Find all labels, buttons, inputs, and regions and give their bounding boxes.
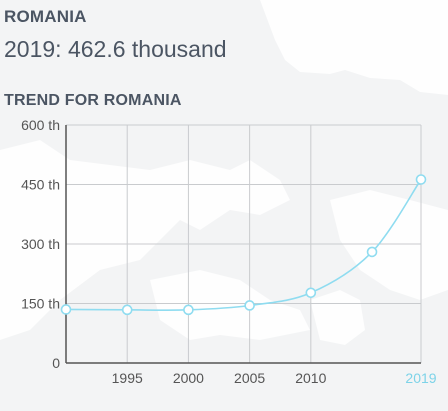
trend-chart: 0 150 th 300 th 450 th 600 th 1995 2000 2005 201… xyxy=(21,117,437,386)
series-line xyxy=(65,179,422,311)
map-land-north xyxy=(260,0,448,95)
headline-separator: : xyxy=(55,36,68,62)
x-tick-label: 2000 xyxy=(173,370,204,386)
data-point xyxy=(60,304,72,315)
headline-value: 2019: 462.6 thousand xyxy=(4,36,227,63)
data-point xyxy=(244,300,255,311)
data-point xyxy=(121,304,133,316)
x-tick-label: 2010 xyxy=(295,370,326,386)
headline-amount: 462.6 thousand xyxy=(67,36,227,62)
y-tick-label: 150 th xyxy=(21,296,60,312)
data-point xyxy=(305,287,317,299)
x-tick-label: 2019 xyxy=(405,370,436,386)
y-tick-label: 0 xyxy=(52,355,60,371)
y-tick-label: 300 th xyxy=(21,236,60,252)
y-tick-label: 450 th xyxy=(21,177,60,193)
x-tick-label: 2005 xyxy=(234,370,265,386)
map-land-west xyxy=(0,140,290,340)
map-land-east xyxy=(330,190,448,300)
data-point xyxy=(366,246,378,258)
trend-title: TREND FOR ROMANIA xyxy=(4,92,182,109)
headline-year: 2019 xyxy=(4,36,56,62)
data-point xyxy=(415,174,427,185)
y-tick-label: 600 th xyxy=(21,117,60,133)
map-land-south xyxy=(150,270,310,340)
data-point xyxy=(183,304,194,316)
x-tick-label: 1995 xyxy=(112,370,143,386)
country-name: ROMANIA xyxy=(4,7,87,26)
